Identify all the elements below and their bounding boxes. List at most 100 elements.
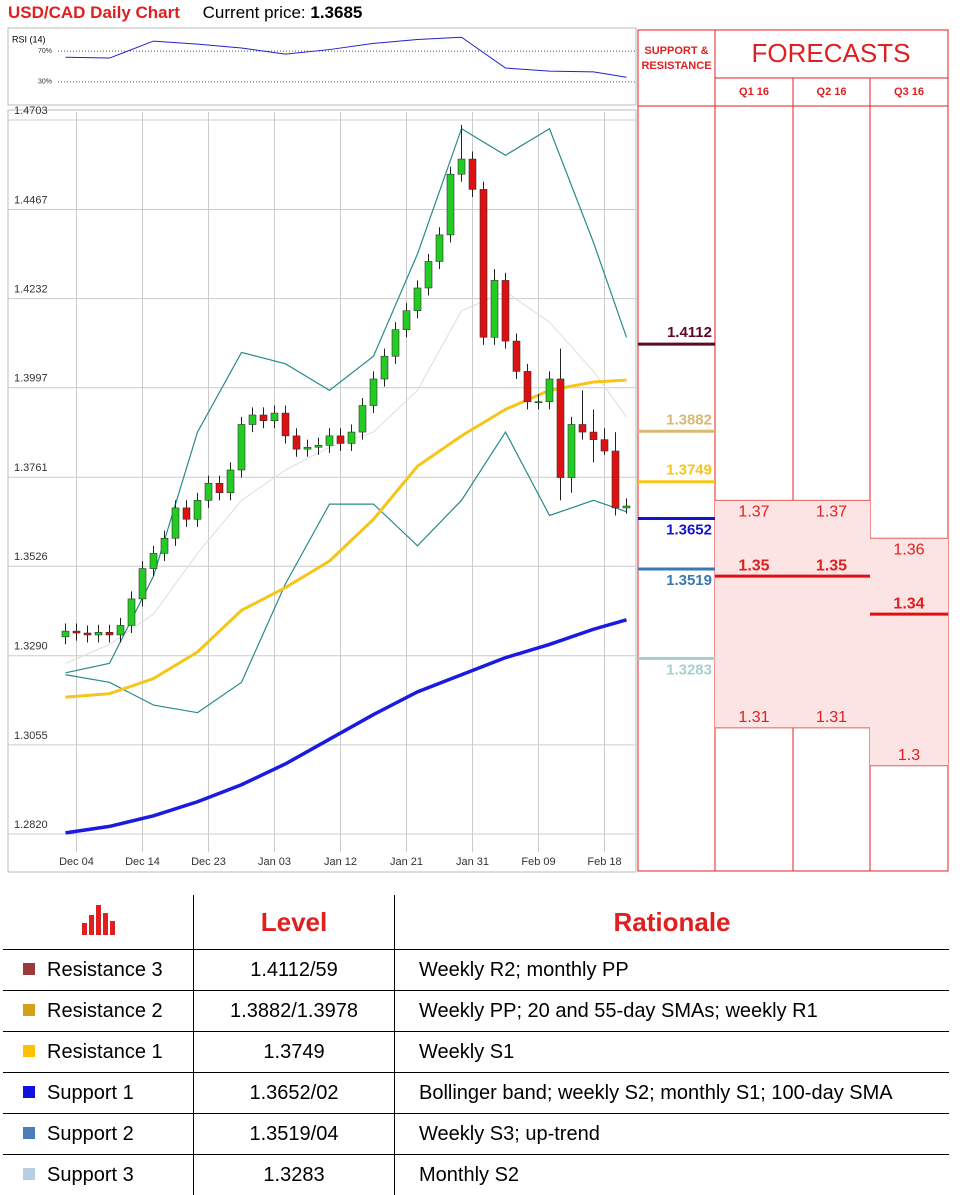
rationale: Weekly PP; 20 and 55-day SMAs; weekly R1: [394, 990, 949, 1032]
forecast-mid-label: 1.35: [816, 557, 847, 574]
rationale: Monthly S2: [394, 1154, 949, 1195]
candle-body: [380, 355, 389, 380]
quarter-label: Q2 16: [817, 86, 847, 98]
quarter-label: Q1 16: [739, 86, 769, 98]
rsi-frame: [7, 27, 637, 106]
levels-table: Level Rationale Resistance 3 1.4112/59 Wee…: [3, 895, 949, 1195]
rsi-tick-label: 70%: [38, 48, 52, 55]
rationale: Weekly S3; up-trend: [394, 1113, 949, 1155]
candle-body: [226, 469, 235, 494]
x-tick-label: Jan 21: [390, 856, 423, 868]
candle-body: [237, 424, 246, 471]
color-swatch: [23, 1126, 35, 1139]
candle-body: [391, 329, 400, 357]
candle-body: [292, 435, 301, 450]
column-header: Rationale: [394, 895, 949, 950]
bar-icon: [82, 904, 115, 935]
table-body: Resistance 3 1.4112/59 Weekly R2; monthly …: [3, 949, 949, 1195]
column-header: Level: [193, 895, 395, 950]
candle-body: [347, 431, 356, 444]
candle-body: [479, 189, 488, 338]
level-name-cell: Resistance 2: [3, 990, 194, 1032]
table-row: Resistance 3 1.4112/59 Weekly R2; monthly …: [3, 949, 949, 991]
candle-body: [523, 371, 532, 403]
current-price: 1.3685: [310, 3, 363, 22]
candle-body: [457, 158, 466, 175]
table-row: Support 1 1.3652/02 Bollinger band; weekly…: [3, 1072, 949, 1114]
candle-body: [182, 507, 191, 520]
level-name-cell: Support 2: [3, 1113, 194, 1155]
x-tick-label: Dec 04: [59, 856, 94, 868]
candle-body: [248, 414, 257, 425]
y-tick-label: 1.4467: [14, 194, 48, 206]
sr-label: 1.3882: [666, 411, 712, 428]
line: [65, 36, 627, 78]
candle-body: [61, 630, 70, 638]
level-name: Support 3: [47, 1163, 134, 1186]
line: [65, 127, 628, 674]
candle-body: [116, 625, 125, 636]
candle-body: [600, 439, 609, 452]
color-swatch: [23, 1085, 35, 1098]
sr-title: SUPPORT & RESISTANCE: [641, 45, 712, 72]
y-tick-label: 1.3997: [14, 373, 48, 385]
y-tick-label: 1.2820: [14, 819, 48, 831]
forecast-low-label: 1.31: [816, 709, 847, 726]
level-name-cell: Support 1: [3, 1072, 194, 1114]
candle-body: [545, 378, 554, 403]
candle-body: [204, 482, 213, 501]
chart-title: USD/CAD Daily Chart: [8, 3, 180, 22]
candle-body: [72, 630, 81, 634]
level-name-cell: Resistance 3: [3, 949, 194, 991]
level-name: Resistance 3: [47, 958, 163, 981]
level-name: Resistance 1: [47, 1040, 163, 1063]
x-tick-label: Jan 12: [324, 856, 357, 868]
x-tick-label: Feb 09: [521, 856, 555, 868]
forecast-range: [793, 500, 870, 728]
candle-body: [578, 424, 587, 433]
quarter-label: Q3 16: [894, 86, 924, 98]
candle-body: [567, 424, 576, 478]
candle-body: [611, 450, 620, 509]
y-tick-label: 1.3290: [14, 641, 48, 653]
rationale: Bollinger band; weekly S2; monthly S1; 1…: [394, 1072, 949, 1114]
icon-cell: [3, 895, 194, 950]
y-tick-label: 1.3526: [14, 551, 48, 563]
level-value: 1.3652/02: [193, 1072, 395, 1114]
candle-body: [105, 631, 114, 636]
level-value: 1.3749: [193, 1031, 395, 1073]
sr-label: 1.3519: [666, 572, 712, 589]
x-tick-label: Dec 23: [191, 856, 226, 868]
candle-body: [402, 310, 411, 330]
candle-body: [215, 482, 224, 494]
candle-body: [512, 340, 521, 372]
y-tick-label: 1.4703: [14, 105, 48, 117]
level-name: Support 2: [47, 1122, 134, 1145]
candle-body: [424, 261, 433, 289]
table-row: Support 3 1.3283 Monthly S2: [3, 1154, 949, 1195]
x-tick-label: Jan 03: [258, 856, 291, 868]
sr-label: 1.3652: [666, 521, 712, 538]
level-value: 1.4112/59: [193, 949, 395, 991]
level-name-cell: Resistance 1: [3, 1031, 194, 1073]
candle-body: [501, 280, 510, 342]
candle-body: [83, 632, 92, 636]
candle-body: [193, 500, 202, 520]
forecast-mid-label: 1.35: [738, 557, 769, 574]
forecast-high-label: 1.36: [893, 541, 924, 558]
candle-body: [171, 507, 180, 539]
candle-body: [589, 431, 598, 440]
price-label: Current price:: [202, 3, 306, 22]
color-swatch: [23, 1044, 35, 1057]
candle-body: [270, 412, 279, 421]
candle-body: [446, 173, 455, 236]
level-name: Resistance 2: [47, 999, 163, 1022]
rationale: Weekly S1: [394, 1031, 949, 1073]
candle-body: [160, 537, 169, 554]
chart: FORECASTS 1.4703 1.4467 1.4232 1.3997 1.3761…: [7, 27, 949, 873]
level-name: Support 1: [47, 1081, 134, 1104]
table-row: Resistance 2 1.3882/1.3978 Weekly PP; 20 a…: [3, 990, 949, 1032]
rsi-tick-label: 30%: [38, 79, 52, 86]
y-tick-label: 1.4232: [14, 284, 48, 296]
